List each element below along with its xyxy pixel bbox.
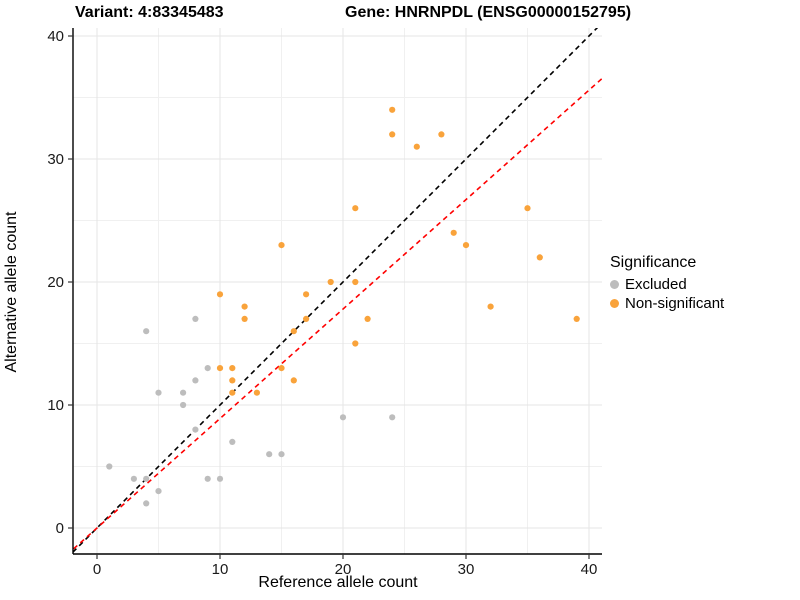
data-point-non-significant — [536, 254, 543, 261]
data-point-non-significant — [216, 365, 224, 372]
data-point-excluded — [204, 365, 211, 372]
data-point-excluded — [339, 414, 347, 421]
data-point-excluded — [106, 463, 113, 470]
legend-item-label: Non-significant — [625, 295, 725, 312]
x-axis-label: Reference allele count — [258, 574, 418, 591]
x-tick-label: 20 — [335, 561, 352, 578]
legend-swatch-icon — [610, 299, 619, 308]
data-point-excluded — [192, 315, 199, 322]
data-point-non-significant — [462, 242, 470, 249]
fit-line — [73, 77, 602, 551]
data-point-non-significant — [229, 389, 236, 396]
x-tick-label: 40 — [581, 561, 598, 578]
data-point-non-significant — [303, 291, 310, 298]
data-point-non-significant — [253, 389, 260, 396]
data-point-excluded — [143, 328, 150, 335]
data-point-non-significant — [450, 229, 457, 236]
y-tick-label: 40 — [47, 28, 64, 45]
data-point-non-significant — [352, 340, 359, 347]
data-point-non-significant — [303, 315, 310, 322]
data-point-non-significant — [241, 303, 248, 310]
data-point-non-significant — [413, 143, 420, 150]
data-point-excluded — [229, 438, 236, 445]
y-tick-label: 10 — [47, 397, 64, 414]
data-point-excluded — [192, 426, 199, 433]
data-point-non-significant — [229, 365, 236, 372]
data-point-non-significant — [278, 242, 285, 249]
data-point-excluded — [155, 488, 162, 495]
legend-item-excluded: Excluded — [610, 275, 724, 294]
data-point-excluded — [180, 389, 187, 396]
y-tick-label: 0 — [56, 520, 64, 537]
data-point-excluded — [130, 475, 137, 482]
data-point-non-significant — [364, 315, 371, 322]
data-point-non-significant — [487, 303, 494, 310]
data-point-excluded — [180, 401, 187, 409]
gene-title: Gene: HNRNPDL (ENSG00000152795) — [345, 4, 632, 21]
data-point-non-significant — [573, 315, 580, 322]
x-tick-label: 30 — [458, 561, 475, 578]
y-tick-label: 20 — [47, 274, 64, 291]
data-point-non-significant — [290, 377, 297, 384]
data-point-non-significant — [524, 205, 531, 212]
legend-item-label: Excluded — [625, 276, 687, 293]
legend: Significance Excluded Non-significant — [610, 254, 724, 313]
data-point-excluded — [216, 475, 224, 482]
data-point-non-significant — [216, 291, 224, 298]
data-point-non-significant — [352, 278, 359, 286]
data-point-non-significant — [352, 205, 359, 212]
data-point-non-significant — [327, 278, 334, 286]
data-point-excluded — [143, 475, 150, 482]
data-point-excluded — [143, 500, 150, 507]
x-tick-label: 10 — [212, 561, 229, 578]
identity-line — [73, 28, 599, 554]
data-point-excluded — [204, 475, 211, 482]
data-point-non-significant — [290, 328, 297, 335]
x-tick-label: 0 — [93, 561, 101, 578]
y-axis-label: Alternative allele count — [3, 211, 20, 373]
data-point-non-significant — [389, 131, 396, 138]
legend-swatch-icon — [610, 280, 619, 289]
data-point-non-significant — [229, 377, 236, 384]
data-point-non-significant — [438, 131, 445, 138]
legend-item-non-significant: Non-significant — [610, 294, 724, 313]
data-point-non-significant — [389, 106, 396, 113]
y-tick-label: 30 — [47, 151, 64, 168]
data-point-excluded — [192, 377, 199, 384]
data-point-non-significant — [278, 365, 285, 372]
data-point-excluded — [155, 389, 162, 396]
variant-title: Variant: 4:83345483 — [75, 4, 224, 21]
legend-title: Significance — [610, 254, 697, 271]
data-point-non-significant — [241, 315, 248, 322]
data-point-excluded — [389, 414, 396, 421]
data-point-excluded — [278, 451, 285, 458]
data-point-excluded — [266, 451, 273, 458]
